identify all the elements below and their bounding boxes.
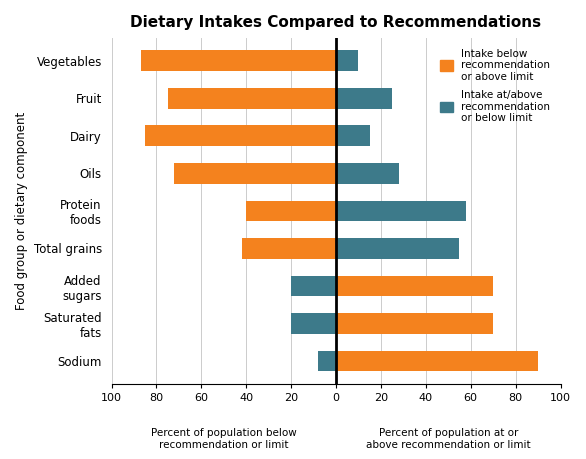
Title: Dietary Intakes Compared to Recommendations: Dietary Intakes Compared to Recommendati… bbox=[131, 15, 541, 30]
Legend: Intake below
recommendation
or above limit, Intake at/above
recommendation
or be: Intake below recommendation or above lim… bbox=[435, 43, 556, 129]
Bar bbox=[336, 238, 459, 259]
Bar bbox=[168, 88, 336, 108]
Bar bbox=[291, 313, 336, 334]
Bar bbox=[336, 201, 466, 221]
Bar bbox=[336, 276, 493, 297]
Bar bbox=[246, 201, 336, 221]
Bar bbox=[318, 351, 336, 371]
Bar bbox=[336, 163, 399, 184]
Text: Percent of population below
recommendation or limit: Percent of population below recommendati… bbox=[151, 428, 297, 450]
Bar bbox=[145, 125, 336, 146]
Text: Percent of population at or
above recommendation or limit: Percent of population at or above recomm… bbox=[366, 428, 530, 450]
Bar bbox=[242, 238, 336, 259]
Bar bbox=[175, 163, 336, 184]
Bar bbox=[336, 88, 392, 108]
Bar bbox=[141, 50, 336, 71]
Bar bbox=[336, 125, 370, 146]
Bar bbox=[291, 276, 336, 297]
Bar bbox=[336, 50, 359, 71]
Y-axis label: Food group or dietary component: Food group or dietary component bbox=[15, 112, 28, 310]
Bar bbox=[336, 313, 493, 334]
Bar bbox=[336, 351, 538, 371]
